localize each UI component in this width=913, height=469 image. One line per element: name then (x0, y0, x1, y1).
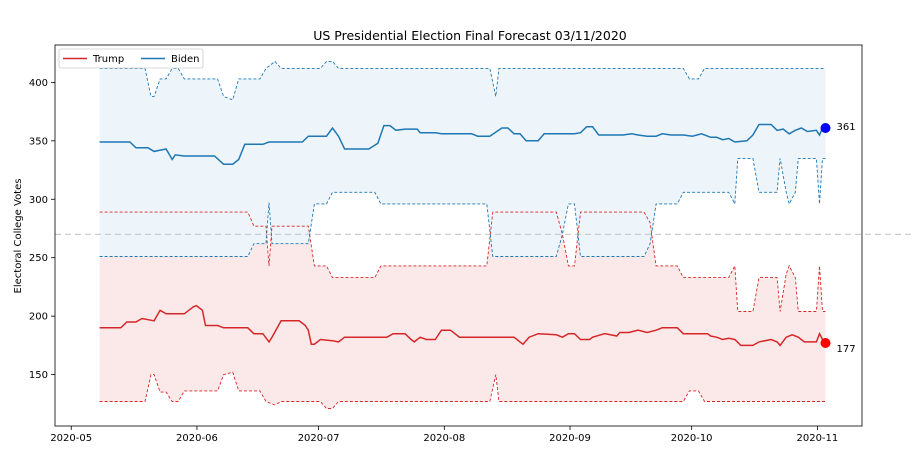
final-label-trump: 177 (837, 344, 856, 355)
chart-title: US Presidential Election Final Forecast … (313, 28, 627, 43)
x-tick-label: 2020-11 (796, 433, 838, 444)
x-tick-label: 2020-08 (423, 433, 465, 444)
median-line-trump (99, 304, 827, 347)
legend-label-biden: Biden (171, 54, 199, 65)
x-tick-label: 2020-07 (298, 433, 340, 444)
final-label-biden: 361 (837, 122, 856, 133)
x-tick-label: 2020-09 (549, 433, 591, 444)
final-point-biden (820, 122, 831, 133)
y-tick-label: 150 (29, 370, 48, 381)
band-trump (99, 212, 826, 409)
legend: Trump Biden (58, 48, 204, 69)
band-high-trump (99, 211, 826, 312)
y-tick-label: 400 (29, 78, 48, 89)
legend-label-trump: Trump (92, 54, 124, 65)
y-tick-label: 300 (29, 195, 48, 206)
final-point-trump (820, 338, 831, 349)
axes-frame (54, 44, 863, 427)
x-tick-label: 2020-06 (176, 433, 218, 444)
y-tick-label: 200 (29, 312, 48, 323)
x-tick-label: 2020-05 (50, 433, 92, 444)
legend-box (58, 48, 204, 69)
band-biden (99, 61, 826, 257)
y-tick-label: 350 (29, 136, 48, 147)
x-tick-label: 2020-10 (671, 433, 713, 444)
band-low-biden (99, 157, 826, 257)
plot-area: 177 361 (55, 60, 912, 409)
y-axis-label: Electoral College Votes (13, 179, 24, 294)
band-low-trump (99, 371, 826, 409)
median-line-biden (99, 123, 826, 165)
y-tick-label: 250 (29, 253, 48, 264)
band-high-biden (99, 60, 826, 101)
